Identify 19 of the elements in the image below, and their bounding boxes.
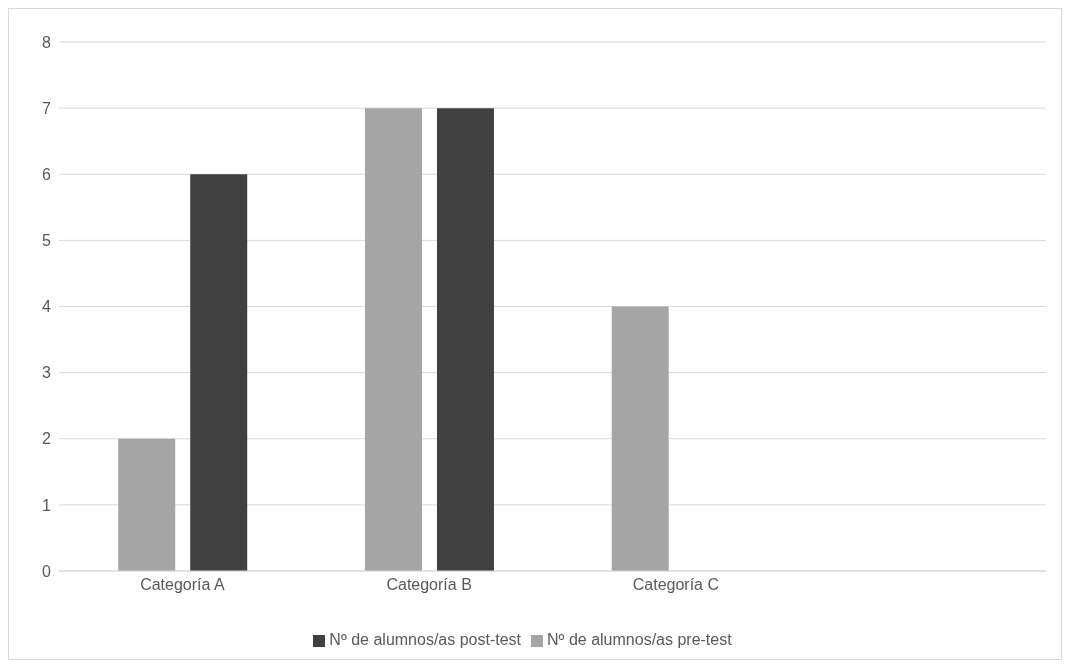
bar bbox=[436, 108, 494, 571]
y-tick-label: 5 bbox=[42, 232, 52, 250]
y-tick-label: 6 bbox=[42, 165, 52, 183]
legend-label: Nº de alumnos/as post-test bbox=[329, 631, 522, 648]
x-tick-label: Categoría C bbox=[632, 576, 720, 594]
bar bbox=[190, 174, 248, 571]
y-tick-label: 4 bbox=[42, 298, 52, 316]
y-tick-label: 1 bbox=[42, 496, 52, 514]
bar bbox=[611, 306, 669, 571]
x-tick-label: Categoría B bbox=[386, 576, 472, 594]
y-tick-label: 8 bbox=[42, 33, 52, 51]
y-tick-label: 3 bbox=[42, 364, 52, 382]
legend-label: Nº de alumnos/as pre-test bbox=[547, 631, 732, 648]
y-tick-label: 0 bbox=[42, 562, 52, 580]
y-tick-label: 7 bbox=[42, 99, 52, 117]
bar bbox=[364, 108, 422, 571]
bar bbox=[118, 438, 176, 571]
y-tick-label: 2 bbox=[42, 430, 52, 448]
x-tick-label: Categoría A bbox=[140, 576, 225, 594]
